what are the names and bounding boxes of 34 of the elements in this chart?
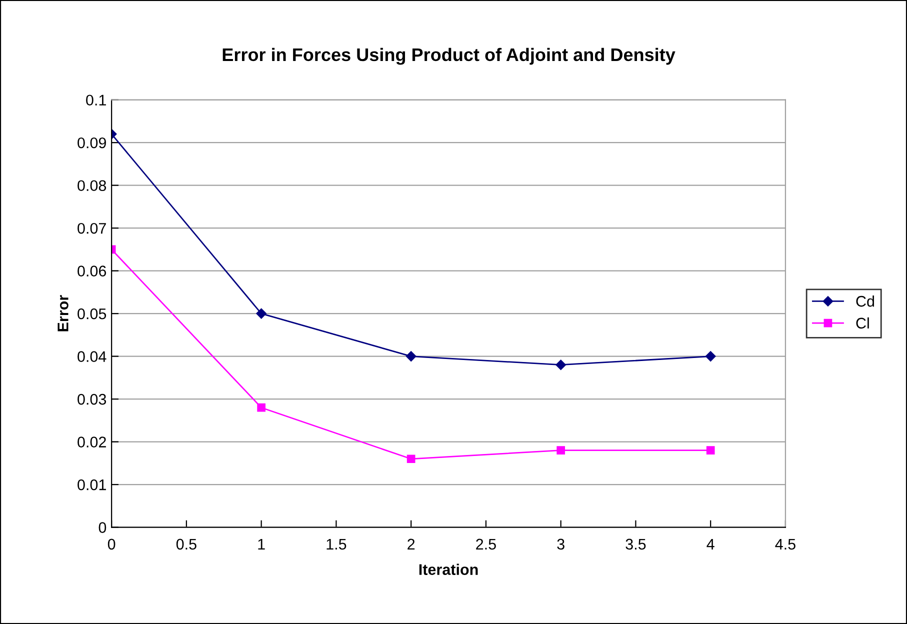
y-tick-label: 0.04: [78, 351, 106, 362]
y-tick-label: 0: [98, 522, 106, 533]
x-tick-label: 3.5: [626, 538, 646, 550]
point: [706, 446, 715, 455]
y-tick-label: 0.08: [78, 180, 106, 192]
point: [406, 454, 416, 464]
legend-label: Cd: [856, 296, 874, 307]
y-tick-label: 0.06: [78, 266, 106, 276]
point: [705, 351, 716, 362]
point: [256, 308, 266, 319]
y-tick-label: 0.05: [78, 308, 106, 320]
y-axis-title: Error: [58, 295, 68, 332]
point: [556, 446, 565, 455]
x-axis-title: Iteration: [419, 564, 478, 575]
x-tick-label: 3: [557, 538, 564, 550]
chart-title: Error in Forces Using Product of Adjoint and Density: [222, 48, 676, 65]
x-tick-label: 2: [408, 538, 415, 550]
x-tick-label: 0.5: [176, 538, 196, 550]
x-tick-label: 2.5: [476, 538, 496, 550]
x-tick-label: 4.5: [775, 538, 796, 550]
x-tick-label: 1: [258, 538, 265, 550]
y-tick-label: 0.03: [78, 394, 106, 405]
y-tick-label: 0.1: [86, 94, 106, 106]
legend-label: Cl: [856, 317, 869, 329]
x-tick-label: 1.5: [326, 538, 346, 550]
point: [406, 351, 416, 362]
point: [257, 403, 266, 412]
x-tick-label: 0: [108, 538, 116, 550]
y-tick-label: 0.09: [78, 137, 106, 148]
point: [556, 360, 566, 370]
y-tick-label: 0.01: [78, 479, 106, 490]
y-tick-label: 0.07: [78, 222, 106, 234]
y-tick-label: 0.02: [78, 436, 106, 448]
x-tick-label: 4: [706, 538, 714, 550]
